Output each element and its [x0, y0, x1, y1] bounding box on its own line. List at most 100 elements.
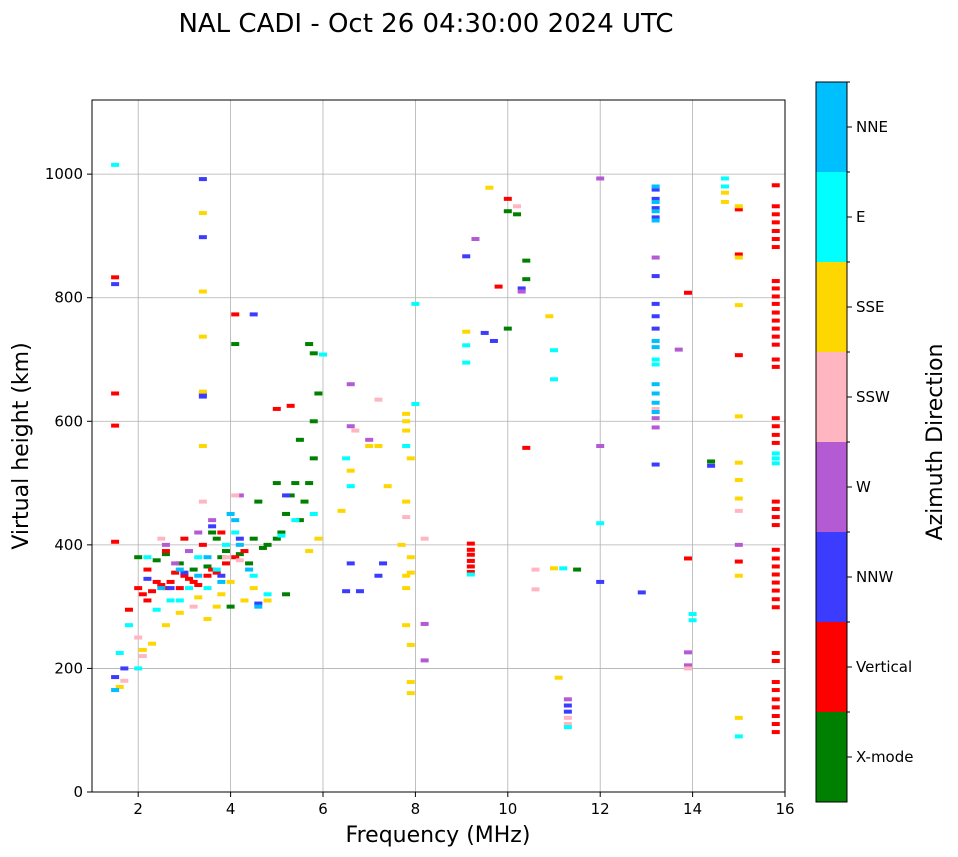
data-point-vertical — [734, 252, 743, 257]
data-point-e — [411, 301, 420, 306]
data-point-ssw — [651, 406, 660, 411]
data-point-nnw — [198, 177, 207, 182]
data-point-w — [420, 658, 429, 663]
data-point-e — [175, 598, 184, 603]
data-point-vertical — [111, 391, 120, 396]
data-point-nne — [651, 199, 660, 204]
data-point-sse — [406, 570, 415, 575]
data-point-w — [171, 561, 180, 566]
data-point-nnw — [462, 254, 471, 259]
data-point-sse — [346, 468, 355, 473]
data-point-vertical — [771, 301, 780, 306]
colorbar-swatch-vertical — [816, 622, 847, 712]
data-point-e — [249, 573, 258, 578]
data-point-x-mode — [309, 419, 318, 424]
data-point-vertical — [771, 364, 780, 369]
data-point-x-mode — [282, 592, 291, 597]
data-point-vertical — [771, 650, 780, 655]
data-point-x-mode — [272, 536, 281, 541]
data-point-nnw — [651, 196, 660, 201]
data-point-e — [346, 484, 355, 489]
data-point-ssw — [120, 678, 129, 683]
data-point-x-mode — [522, 277, 531, 282]
data-point-e — [402, 444, 411, 448]
y-tick-label: 800 — [54, 289, 83, 307]
data-point-w — [651, 255, 660, 260]
data-point-vertical — [771, 688, 780, 693]
data-point-vertical — [189, 579, 198, 584]
data-point-e — [203, 586, 212, 591]
data-point-nnw — [235, 536, 244, 541]
data-point-nne — [245, 567, 254, 572]
data-point-nne — [651, 345, 660, 350]
data-point-vertical — [734, 559, 743, 564]
data-point-x-mode — [291, 481, 300, 486]
data-point-e — [466, 572, 475, 577]
colorbar-label-e: E — [856, 208, 865, 226]
data-point-nnw — [282, 493, 291, 498]
data-point-nnw — [346, 561, 355, 566]
data-point-x-mode — [513, 212, 522, 217]
data-point-ssw — [420, 536, 429, 541]
data-point-vertical — [771, 228, 780, 233]
data-point-vertical — [240, 549, 249, 554]
data-point-vertical — [138, 592, 147, 597]
data-point-sse — [138, 647, 147, 652]
data-point-vertical — [771, 556, 780, 561]
data-point-x-mode — [503, 326, 512, 331]
data-point-sse — [148, 641, 157, 646]
data-point-x-mode — [175, 561, 184, 566]
data-point-ssw — [563, 715, 572, 720]
data-point-e — [720, 176, 729, 181]
x-tick-label: 2 — [133, 800, 143, 818]
data-point-nne — [203, 555, 212, 560]
data-point-ssw — [231, 493, 240, 498]
data-point-ssw — [563, 722, 572, 727]
colorbar-label-sse: SSE — [856, 298, 885, 316]
data-point-vertical — [771, 499, 780, 504]
data-point-nnw — [651, 274, 660, 279]
chart-title: NAL CADI - Oct 26 04:30:00 2024 UTC — [178, 9, 673, 39]
data-point-e — [462, 343, 471, 348]
data-point-sse — [305, 549, 314, 554]
data-point-nne — [111, 688, 120, 693]
data-point-x-mode — [212, 536, 221, 541]
data-point-nne — [235, 542, 244, 547]
data-point-vertical — [134, 586, 143, 591]
data-point-vertical — [771, 705, 780, 710]
data-point-e — [771, 451, 780, 456]
data-point-nne — [157, 586, 166, 591]
data-point-ssw — [157, 536, 166, 541]
data-point-sse — [194, 595, 203, 600]
data-point-sse — [734, 573, 743, 578]
data-point-x-mode — [300, 499, 309, 504]
data-point-vertical — [124, 607, 133, 612]
data-point-w — [674, 347, 683, 352]
data-point-e — [771, 461, 780, 466]
y-tick-label: 1000 — [45, 165, 83, 183]
data-point-vertical — [212, 570, 221, 575]
data-point-sse — [406, 642, 415, 647]
data-point-e — [143, 555, 152, 560]
data-point-vertical — [734, 353, 743, 358]
data-point-x-mode — [217, 555, 226, 560]
data-point-sse — [314, 536, 323, 541]
data-point-nne — [651, 382, 660, 387]
colorbar-label-ssw: SSW — [856, 388, 890, 406]
data-point-sse — [720, 190, 729, 195]
data-point-x-mode — [309, 351, 318, 356]
data-point-vertical — [771, 572, 780, 577]
data-point-sse — [462, 329, 471, 334]
data-point-e — [734, 734, 743, 739]
data-point-sse — [545, 314, 554, 319]
data-point-e — [277, 533, 286, 538]
y-tick-label: 600 — [54, 412, 83, 430]
data-point-vertical — [771, 440, 780, 445]
data-point-nne — [254, 604, 263, 609]
data-point-e — [596, 521, 605, 526]
data-point-x-mode — [231, 342, 240, 347]
y-axis-label: Virtual height (km) — [9, 342, 34, 549]
data-point-w — [596, 444, 605, 448]
data-point-vertical — [771, 237, 780, 242]
colorbar-swatch-x-mode — [816, 712, 847, 802]
